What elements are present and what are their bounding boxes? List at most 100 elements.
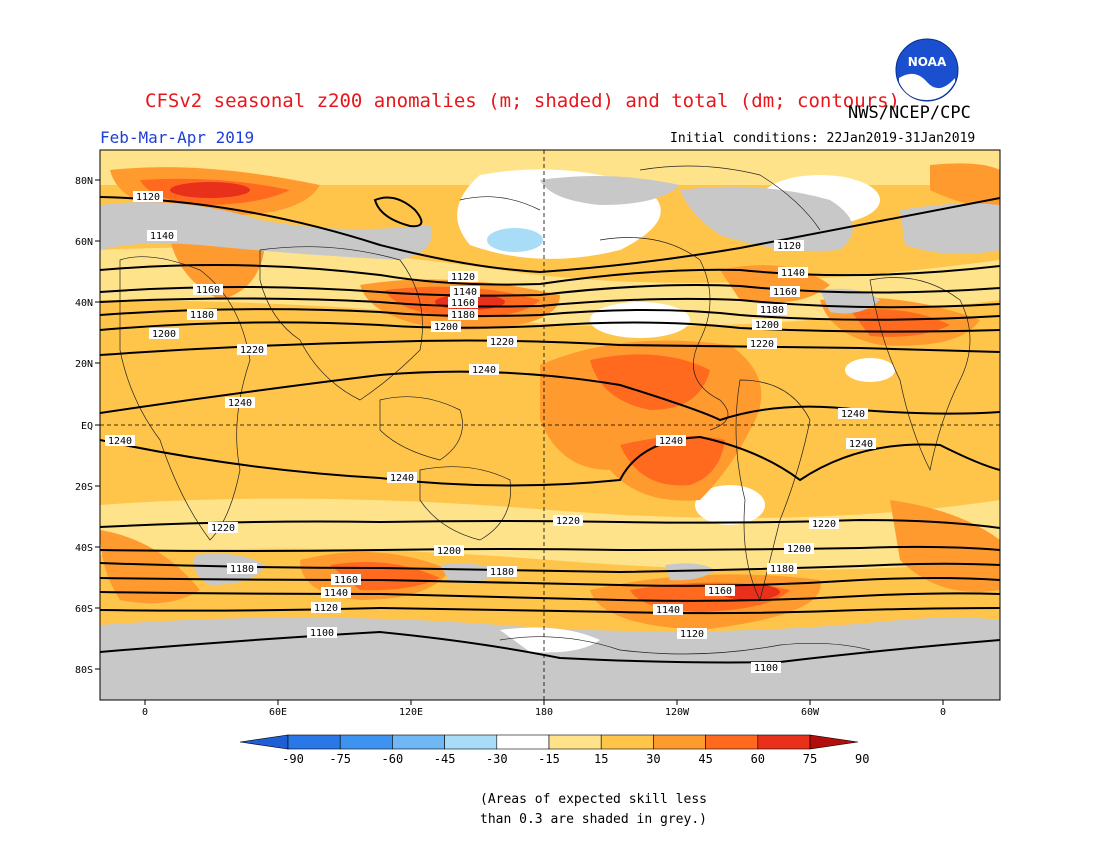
contour-label: 1180 bbox=[767, 563, 797, 575]
colorbar-tick-label: 60 bbox=[751, 752, 765, 766]
svg-text:1220: 1220 bbox=[750, 339, 774, 350]
colorbar-swatch bbox=[757, 734, 811, 750]
colorbar-tick-label: -60 bbox=[382, 752, 404, 766]
svg-text:1240: 1240 bbox=[228, 398, 252, 409]
colorbar: -90 -75 -60 -45 -30 -15 15 30 45 60 75 90 bbox=[239, 734, 869, 766]
contour-label: 1120 bbox=[677, 628, 707, 640]
svg-text:1140: 1140 bbox=[656, 605, 680, 616]
contour-label: 1220 bbox=[208, 522, 238, 534]
svg-text:1120: 1120 bbox=[777, 241, 801, 252]
colorbar-swatch bbox=[705, 734, 759, 750]
svg-text:1180: 1180 bbox=[490, 567, 514, 578]
initial-conditions: Initial conditions: 22Jan2019-31Jan2019 bbox=[670, 131, 976, 146]
colorbar-tick-label: -90 bbox=[282, 752, 304, 766]
contour-label: 1120 bbox=[133, 191, 163, 203]
colorbar-swatch bbox=[287, 734, 341, 750]
contour-label: 1200 bbox=[431, 321, 461, 333]
colorbar-tick-label: -45 bbox=[434, 752, 456, 766]
contour-label: 1180 bbox=[757, 304, 787, 316]
colorbar-max-arrow bbox=[809, 734, 859, 750]
svg-text:1140: 1140 bbox=[453, 287, 477, 298]
svg-text:1140: 1140 bbox=[781, 268, 805, 279]
contour-label: 1200 bbox=[752, 319, 782, 331]
svg-text:1100: 1100 bbox=[310, 628, 334, 639]
svg-text:1180: 1180 bbox=[760, 305, 784, 316]
colorbar-tick-label: 45 bbox=[698, 752, 712, 766]
svg-text:1220: 1220 bbox=[490, 337, 514, 348]
colorbar-swatch bbox=[548, 734, 602, 750]
svg-text:1180: 1180 bbox=[770, 564, 794, 575]
colorbar-swatch bbox=[496, 734, 550, 750]
colorbar-tick-label: 75 bbox=[803, 752, 817, 766]
colorbar-swatch bbox=[444, 734, 498, 750]
contour-label: 1180 bbox=[448, 309, 478, 321]
contour-label: 1140 bbox=[450, 286, 480, 298]
svg-text:NOAA: NOAA bbox=[908, 55, 947, 69]
contour-label: 1220 bbox=[809, 518, 839, 530]
colorbar-tick-label: 15 bbox=[594, 752, 608, 766]
svg-text:1200: 1200 bbox=[434, 322, 458, 333]
agency-label: NWS/NCEP/CPC bbox=[848, 103, 971, 123]
contour-label: 1220 bbox=[553, 515, 583, 527]
svg-text:1160: 1160 bbox=[334, 575, 358, 586]
contour-label: 1220 bbox=[487, 336, 517, 348]
svg-text:1120: 1120 bbox=[680, 629, 704, 640]
latitude-axis: 80N 60N 40N 20N EQ 20S 40S 60S 80S bbox=[75, 176, 100, 676]
svg-text:1200: 1200 bbox=[787, 544, 811, 555]
svg-text:1240: 1240 bbox=[108, 436, 132, 447]
svg-text:1140: 1140 bbox=[324, 588, 348, 599]
colorbar-swatch bbox=[392, 734, 445, 750]
noaa-logo: NOAA bbox=[895, 38, 959, 102]
svg-text:1100: 1100 bbox=[754, 663, 778, 674]
contour-label: 1240 bbox=[469, 364, 499, 376]
colorbar-min-arrow bbox=[239, 734, 289, 750]
contour-label: 1140 bbox=[778, 267, 808, 279]
lat-label: 60N bbox=[75, 237, 93, 248]
svg-text:1160: 1160 bbox=[773, 287, 797, 298]
svg-text:1200: 1200 bbox=[755, 320, 779, 331]
lat-label: 80N bbox=[75, 176, 93, 187]
lon-label: 120E bbox=[399, 707, 423, 718]
contour-label: 1200 bbox=[149, 328, 179, 340]
contour-label: 1100 bbox=[307, 627, 337, 639]
contour-label: 1220 bbox=[747, 338, 777, 350]
svg-text:1160: 1160 bbox=[451, 298, 475, 309]
contour-label: 1160 bbox=[705, 585, 735, 597]
lon-label: 180 bbox=[535, 707, 553, 718]
svg-text:1180: 1180 bbox=[451, 310, 475, 321]
svg-text:1220: 1220 bbox=[211, 523, 235, 534]
coastlines bbox=[119, 165, 971, 655]
lon-label: 60E bbox=[269, 707, 287, 718]
skill-note-line1: (Areas of expected skill less bbox=[480, 792, 707, 807]
contour-label: 1120 bbox=[774, 240, 804, 252]
svg-text:1120: 1120 bbox=[451, 272, 475, 283]
contour-label: 1240 bbox=[105, 435, 135, 447]
longitude-axis: 0 60E 120E 180 120W 60W 0 bbox=[142, 700, 946, 718]
lat-label: 40N bbox=[75, 298, 93, 309]
contour-label: 1240 bbox=[838, 408, 868, 420]
colorbar-swatch bbox=[600, 734, 654, 750]
colorbar-tick-label: -75 bbox=[329, 752, 351, 766]
colorbar-swatch bbox=[339, 734, 393, 750]
svg-text:1240: 1240 bbox=[849, 439, 873, 450]
contour-label: 1100 bbox=[751, 662, 781, 674]
colorbar-swatch bbox=[653, 734, 706, 750]
contour-label: 1180 bbox=[487, 566, 517, 578]
contour-label: 1160 bbox=[331, 574, 361, 586]
lat-label: 20S bbox=[75, 482, 93, 493]
contour-label: 1180 bbox=[227, 563, 257, 575]
lat-label: 40S bbox=[75, 543, 93, 554]
contour-label: 1140 bbox=[321, 587, 351, 599]
season-label: Feb-Mar-Apr 2019 bbox=[100, 128, 255, 147]
contour-label: 1120 bbox=[311, 602, 341, 614]
lon-label: 0 bbox=[142, 707, 148, 718]
colorbar-tick-label: -15 bbox=[538, 752, 560, 766]
svg-text:1240: 1240 bbox=[390, 473, 414, 484]
svg-text:1220: 1220 bbox=[556, 516, 580, 527]
contour-label: 1240 bbox=[225, 397, 255, 409]
contour-label: 1160 bbox=[448, 297, 478, 309]
svg-text:1160: 1160 bbox=[708, 586, 732, 597]
contour-label: 1120 bbox=[448, 271, 478, 283]
contour-label: 1240 bbox=[656, 435, 686, 447]
